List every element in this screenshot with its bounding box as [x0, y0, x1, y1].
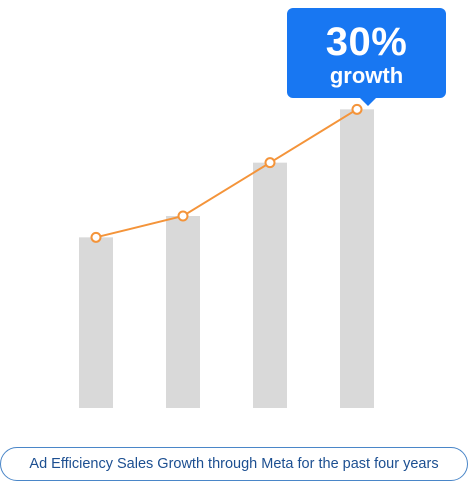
growth-value: 30% [325, 20, 408, 64]
bar-1 [79, 237, 113, 408]
trend-markers-group [90, 103, 363, 243]
bars-group [79, 109, 374, 408]
trend-line [95, 108, 358, 239]
trend-point-3 [264, 157, 276, 169]
bar-4 [340, 109, 374, 408]
chart-caption: Ad Efficiency Sales Growth through Meta … [29, 456, 439, 472]
chart-caption-pill: Ad Efficiency Sales Growth through Meta … [0, 447, 468, 481]
growth-callout: 30% growth [287, 8, 446, 106]
trend-point-4 [351, 103, 363, 115]
bar-3 [253, 162, 287, 408]
trend-point-2 [177, 210, 189, 222]
trend-point-1 [90, 231, 102, 243]
growth-label: growth [329, 63, 404, 88]
bar-line-chart [79, 103, 374, 408]
bar-2 [166, 216, 200, 408]
